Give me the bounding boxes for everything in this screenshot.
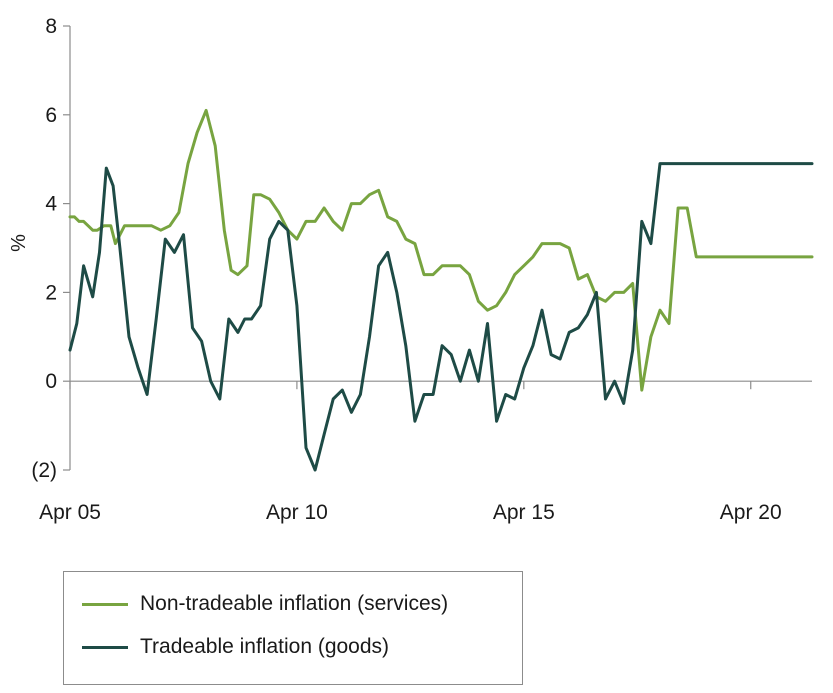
legend: Non-tradeable inflation (services) Trade… <box>63 571 523 685</box>
y-tick-label: 2 <box>45 281 57 304</box>
legend-label-services: Non-tradeable inflation (services) <box>140 592 449 615</box>
series-layer <box>68 108 814 472</box>
x-tick-label: Apr 05 <box>39 501 101 524</box>
y-tick-label: 6 <box>45 104 57 127</box>
y-tick-label: (2) <box>31 459 57 482</box>
y-tick-label: 8 <box>45 15 57 38</box>
x-tick-label: Apr 20 <box>720 501 782 524</box>
legend-item-services: Non-tradeable inflation (services) <box>82 592 448 616</box>
legend-item-goods: Tradeable inflation (goods) <box>82 635 389 659</box>
x-tick-label: Apr 15 <box>493 501 555 524</box>
y-tick-label: 4 <box>45 193 57 216</box>
inflation-line-chart: 8 6 4 2 0 (2) Apr 05 Apr 10 Apr 15 Apr 20 % <box>8 15 814 524</box>
series-line-goods <box>68 162 814 472</box>
x-axis: Apr 05 Apr 10 Apr 15 Apr 20 <box>39 380 812 524</box>
series-line-services <box>68 108 814 392</box>
x-tick-label: Apr 10 <box>266 501 328 524</box>
y-axis-title: % <box>8 234 30 252</box>
y-tick-label: 0 <box>45 370 57 393</box>
legend-label-goods: Tradeable inflation (goods) <box>140 635 390 658</box>
legend-swatch-goods <box>82 645 128 649</box>
legend-swatch-services <box>82 602 128 606</box>
y-axis: 8 6 4 2 0 (2) <box>31 15 71 482</box>
